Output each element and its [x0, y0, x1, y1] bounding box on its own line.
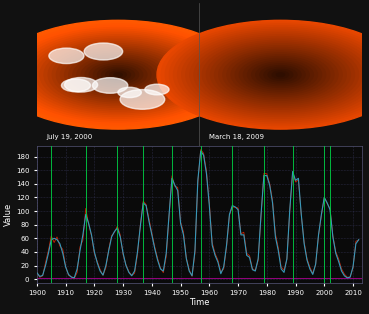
Circle shape — [44, 42, 192, 107]
Circle shape — [165, 24, 369, 126]
Circle shape — [256, 64, 305, 86]
Circle shape — [56, 47, 180, 102]
Circle shape — [198, 38, 363, 111]
Circle shape — [7, 26, 229, 124]
Circle shape — [227, 51, 334, 98]
Circle shape — [244, 58, 317, 91]
Circle shape — [36, 38, 200, 111]
Circle shape — [73, 55, 163, 95]
Circle shape — [120, 89, 165, 109]
Circle shape — [157, 20, 369, 129]
Circle shape — [15, 30, 221, 120]
Circle shape — [118, 87, 141, 98]
Circle shape — [84, 43, 123, 60]
Circle shape — [11, 28, 225, 122]
Circle shape — [24, 33, 213, 116]
Circle shape — [182, 31, 369, 118]
Circle shape — [32, 37, 204, 113]
Circle shape — [65, 51, 172, 98]
X-axis label: Time: Time — [189, 298, 210, 307]
Circle shape — [211, 44, 350, 106]
Circle shape — [0, 20, 241, 129]
Circle shape — [28, 35, 208, 115]
Circle shape — [114, 73, 122, 77]
Circle shape — [145, 84, 169, 95]
Y-axis label: Value: Value — [4, 203, 13, 226]
Circle shape — [106, 69, 130, 80]
Circle shape — [110, 71, 126, 78]
Circle shape — [93, 64, 143, 86]
Circle shape — [239, 57, 321, 93]
Circle shape — [235, 55, 326, 95]
Circle shape — [206, 42, 355, 107]
Circle shape — [202, 40, 359, 109]
Circle shape — [97, 66, 139, 84]
Circle shape — [61, 49, 176, 100]
Circle shape — [89, 62, 147, 87]
Circle shape — [177, 30, 369, 120]
Circle shape — [49, 48, 84, 63]
Circle shape — [272, 71, 289, 78]
Circle shape — [276, 73, 284, 77]
Circle shape — [190, 35, 369, 115]
Circle shape — [52, 46, 184, 104]
Circle shape — [19, 31, 217, 118]
Circle shape — [268, 69, 293, 80]
Circle shape — [194, 37, 367, 113]
Circle shape — [264, 68, 297, 82]
Circle shape — [3, 24, 233, 126]
Circle shape — [223, 49, 338, 100]
Circle shape — [252, 62, 309, 87]
Circle shape — [93, 78, 128, 93]
Circle shape — [61, 79, 90, 92]
Circle shape — [81, 58, 155, 91]
Circle shape — [65, 78, 98, 92]
Circle shape — [77, 57, 159, 93]
Circle shape — [101, 68, 135, 82]
Circle shape — [248, 60, 313, 89]
Circle shape — [215, 46, 346, 104]
Text: July 19, 2000: July 19, 2000 — [46, 134, 93, 140]
Circle shape — [169, 26, 369, 124]
Circle shape — [48, 44, 188, 106]
Circle shape — [40, 40, 196, 109]
Circle shape — [0, 22, 237, 127]
Circle shape — [69, 53, 168, 96]
Text: March 18, 2009: March 18, 2009 — [209, 134, 264, 140]
Circle shape — [161, 22, 369, 127]
Circle shape — [186, 33, 369, 116]
Circle shape — [85, 60, 151, 89]
Circle shape — [231, 53, 330, 96]
Circle shape — [173, 28, 369, 122]
Circle shape — [260, 66, 301, 84]
Circle shape — [219, 47, 342, 102]
